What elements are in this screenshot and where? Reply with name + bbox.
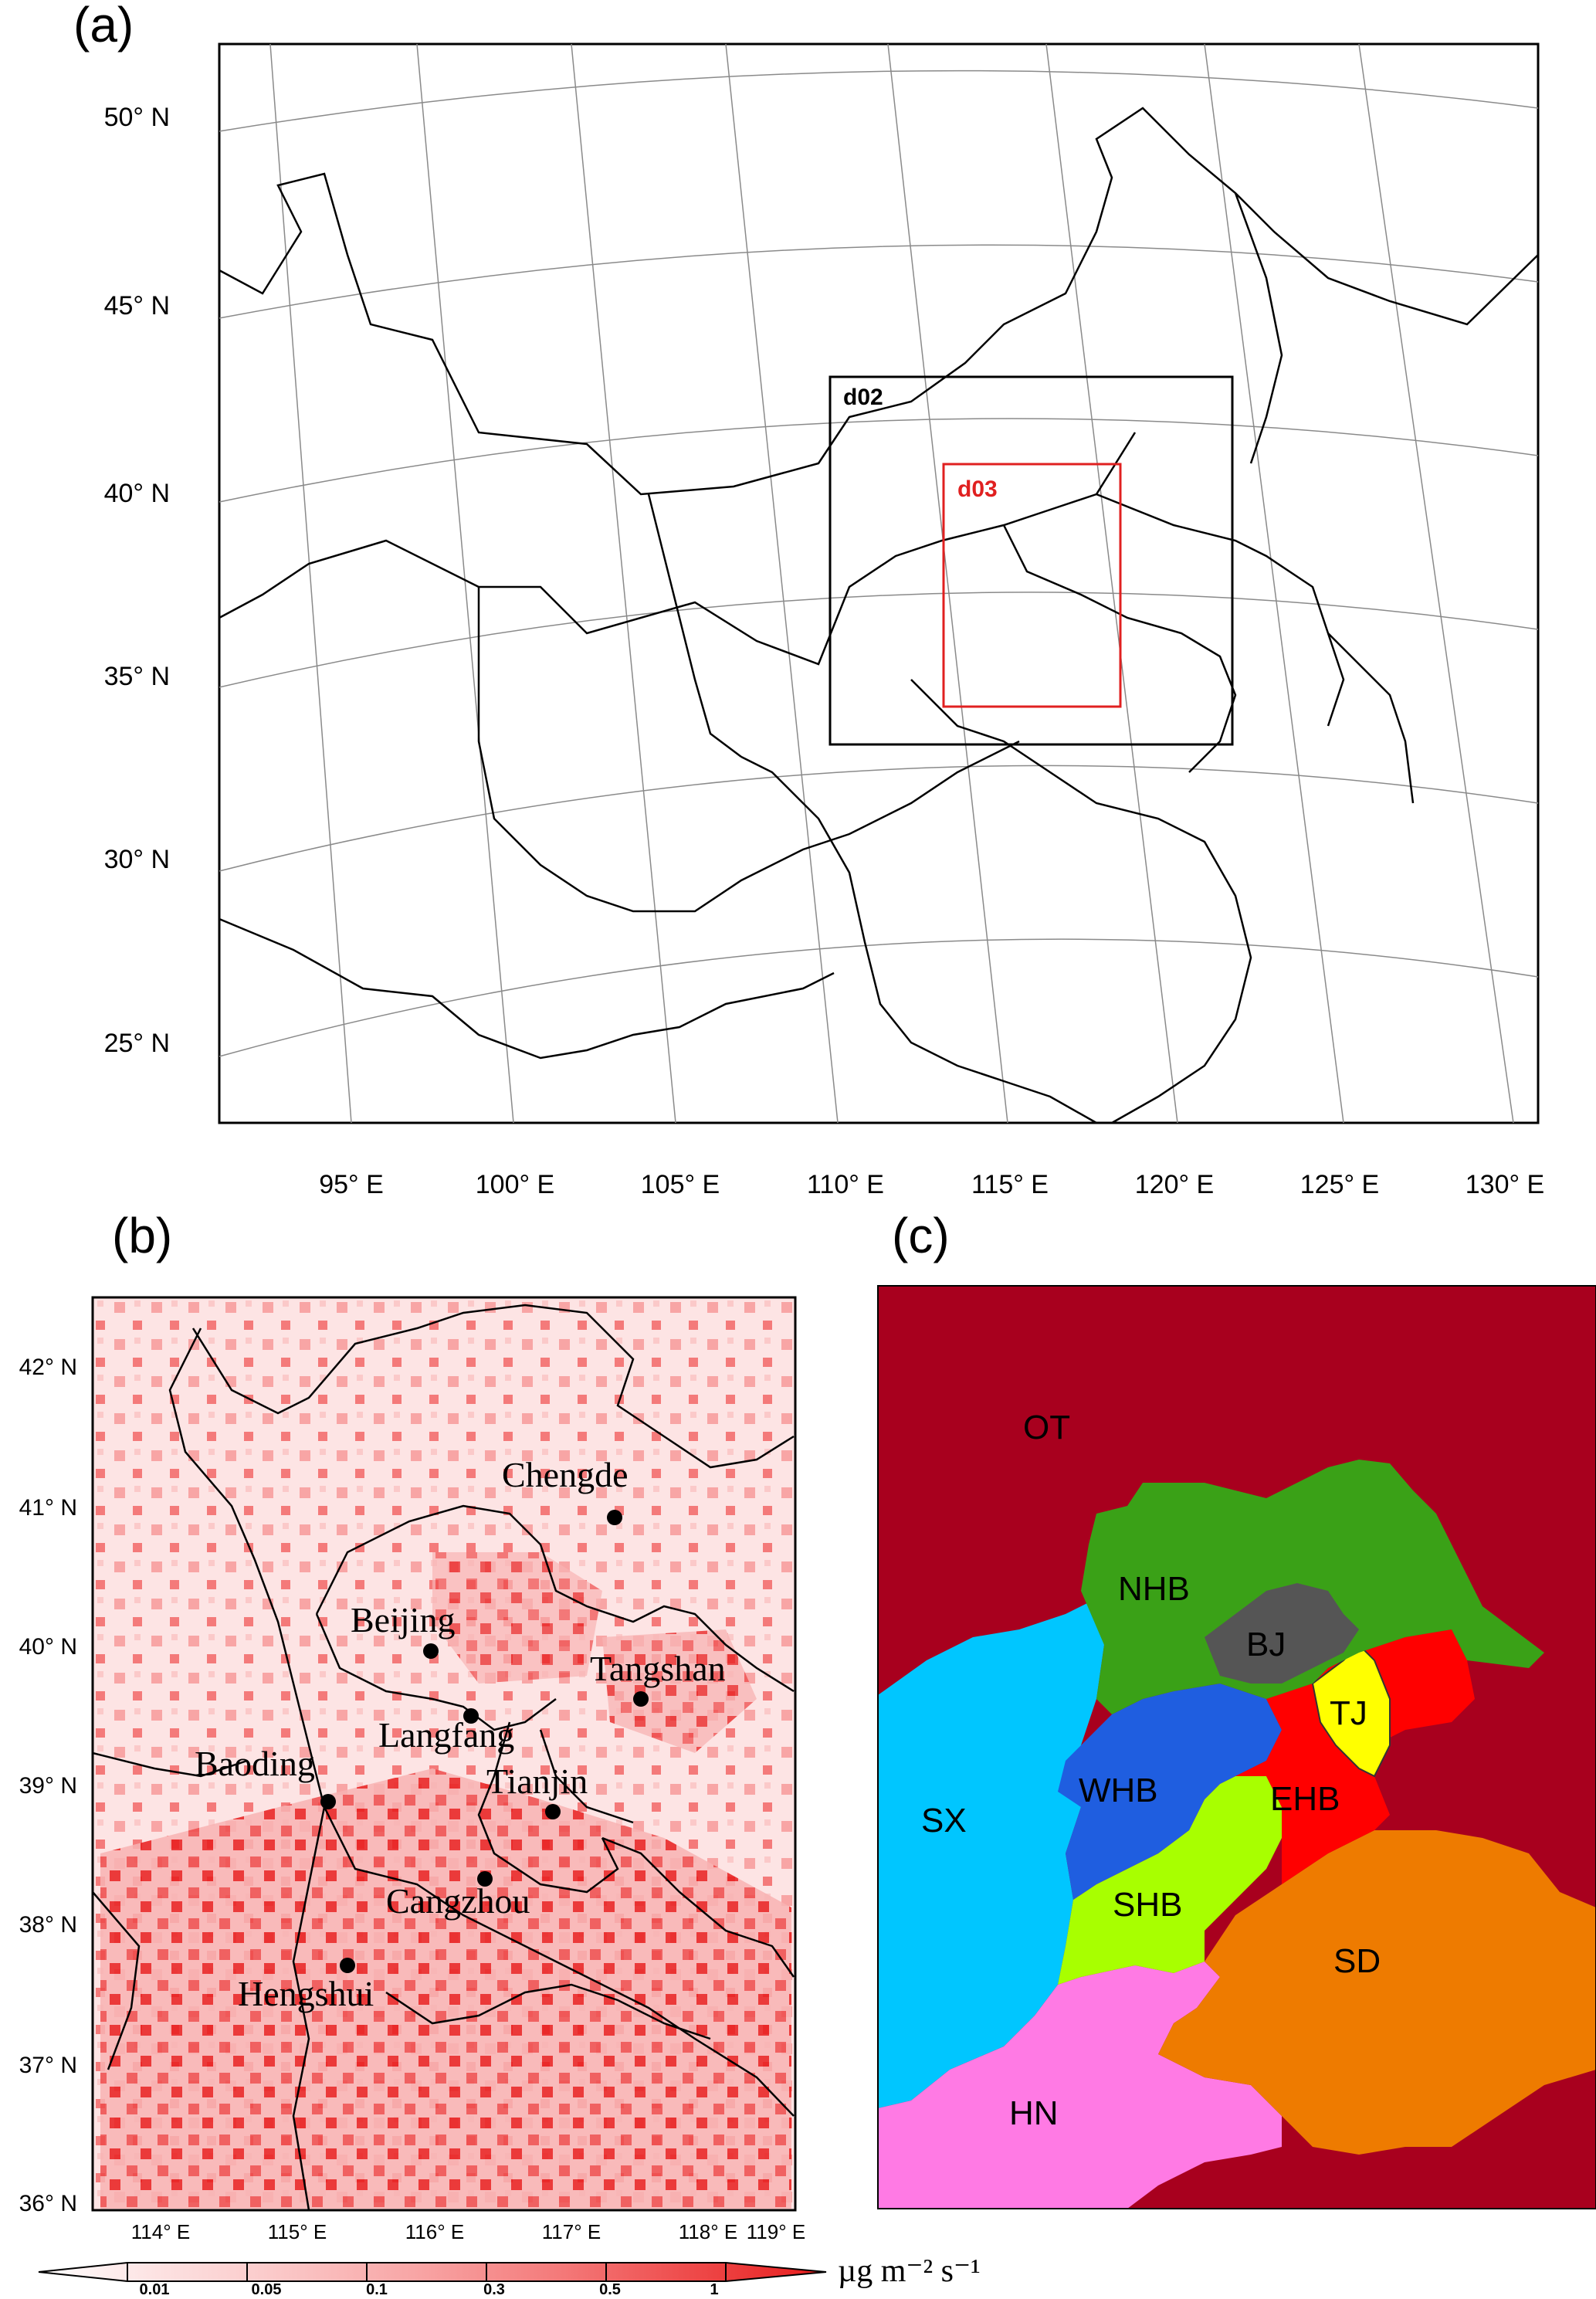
domain-d03-box — [942, 463, 1122, 708]
city-label-tianjin: Tianjin — [486, 1762, 588, 1801]
lon-label-110e: 110° E — [807, 1170, 884, 1199]
lon-label-100e: 100° E — [475, 1170, 555, 1199]
lon-label-117e: 117° E — [541, 2220, 601, 2243]
panel-c-frame — [877, 1285, 1596, 2209]
region-label-bj: BJ — [1246, 1626, 1286, 1663]
colorbar-tick-1: 0.05 — [251, 2281, 282, 2298]
lon-label-120e: 120° E — [1134, 1170, 1215, 1199]
lon-label-114e: 114° E — [130, 2220, 191, 2243]
cangzhou-dot — [477, 1871, 493, 1887]
colorbar-unit: µg m⁻² s⁻¹ — [838, 2253, 981, 2289]
lon-label-95e: 95° E — [319, 1170, 384, 1199]
lat-label-40n: 40° N — [103, 479, 170, 508]
lon-label-115e-b: 115° E — [267, 2220, 327, 2243]
region-label-sd: SD — [1333, 1942, 1381, 1980]
beijing-dot — [423, 1643, 439, 1659]
baoding-dot — [320, 1794, 336, 1809]
panel-a-frame — [218, 42, 1540, 1124]
lat-label-40n-b: 40° N — [19, 1634, 77, 1660]
lat-label-38n: 38° N — [19, 1912, 77, 1938]
domain-d03-label: d03 — [957, 476, 998, 502]
emission-tangshan — [602, 1629, 757, 1753]
lat-label-25n: 25° N — [103, 1029, 170, 1058]
lat-label-36n: 36° N — [19, 2191, 77, 2216]
panel-a-label: (a) — [73, 0, 134, 53]
colorbar-tick-2: 0.1 — [366, 2281, 388, 2298]
lat-label-37n: 37° N — [19, 2053, 77, 2078]
region-sd — [1158, 1830, 1596, 2155]
tianjin-dot — [545, 1804, 561, 1819]
panel-a-map — [218, 42, 1540, 1124]
city-label-tangshan: Tangshan — [590, 1649, 726, 1688]
panel-a-graticule — [219, 43, 1539, 1124]
colorbar-tick-4: 0.5 — [599, 2281, 621, 2298]
lon-label-118e: 118° E — [678, 2220, 738, 2243]
lat-label-30n: 30° N — [103, 845, 170, 874]
region-label-sx: SX — [921, 1802, 967, 1840]
lon-label-115e: 115° E — [971, 1170, 1049, 1199]
region-label-tj: TJ — [1330, 1694, 1367, 1732]
city-label-cangzhou: Cangzhou — [386, 1881, 530, 1921]
lon-label-130e: 130° E — [1465, 1170, 1545, 1199]
region-label-shb: SHB — [1113, 1886, 1183, 1924]
lat-label-50n: 50° N — [103, 103, 170, 132]
panel-b-label: (b) — [112, 1208, 173, 1263]
region-label-whb: WHB — [1079, 1772, 1158, 1809]
hengshui-dot — [340, 1958, 355, 1973]
tangshan-dot — [633, 1691, 649, 1707]
region-bj — [1205, 1583, 1359, 1684]
lon-label-125e: 125° E — [1300, 1170, 1380, 1199]
region-label-ehb: EHB — [1270, 1780, 1340, 1818]
colorbar-tick-0: 0.01 — [139, 2281, 170, 2298]
langfang-dot — [463, 1708, 479, 1724]
domain-d02-box — [828, 375, 1234, 746]
emission-beijing — [432, 1552, 602, 1684]
chengde-dot — [607, 1510, 622, 1525]
lon-label-119e: 119° E — [746, 2220, 806, 2243]
colorbar-tick-3: 0.3 — [483, 2281, 505, 2298]
domain-d02-label: d02 — [843, 385, 883, 410]
region-shb — [1058, 1776, 1282, 1985]
region-sx — [878, 1599, 1104, 2108]
lon-label-105e: 105° E — [640, 1170, 720, 1199]
colorbar-tick-5: 1 — [710, 2281, 719, 2298]
city-label-baoding: Baoding — [195, 1744, 315, 1783]
region-whb — [1058, 1684, 1282, 1900]
region-label-ot: OT — [1023, 1409, 1071, 1446]
emission-south — [100, 1768, 791, 2209]
lat-label-45n: 45° N — [103, 291, 170, 320]
city-label-langfang: Langfang — [378, 1715, 515, 1755]
region-label-hn: HN — [1009, 2094, 1059, 2132]
panel-c-label: (c) — [892, 1208, 950, 1263]
lat-label-41n: 41° N — [19, 1495, 77, 1521]
lat-label-39n: 39° N — [19, 1773, 77, 1799]
panel-b-boundaries — [92, 1304, 795, 2211]
region-label-nhb: NHB — [1118, 1570, 1190, 1608]
lat-label-35n: 35° N — [103, 662, 170, 691]
region-hn — [878, 1962, 1282, 2209]
panel-a-boundaries — [219, 107, 1539, 1124]
city-label-beijing: Beijing — [351, 1600, 456, 1639]
lat-label-42n: 42° N — [19, 1355, 77, 1380]
city-label-hengshui: Hengshui — [238, 1974, 374, 2013]
city-label-chengde: Chengde — [502, 1455, 629, 1494]
lon-label-116e: 116° E — [405, 2220, 465, 2243]
